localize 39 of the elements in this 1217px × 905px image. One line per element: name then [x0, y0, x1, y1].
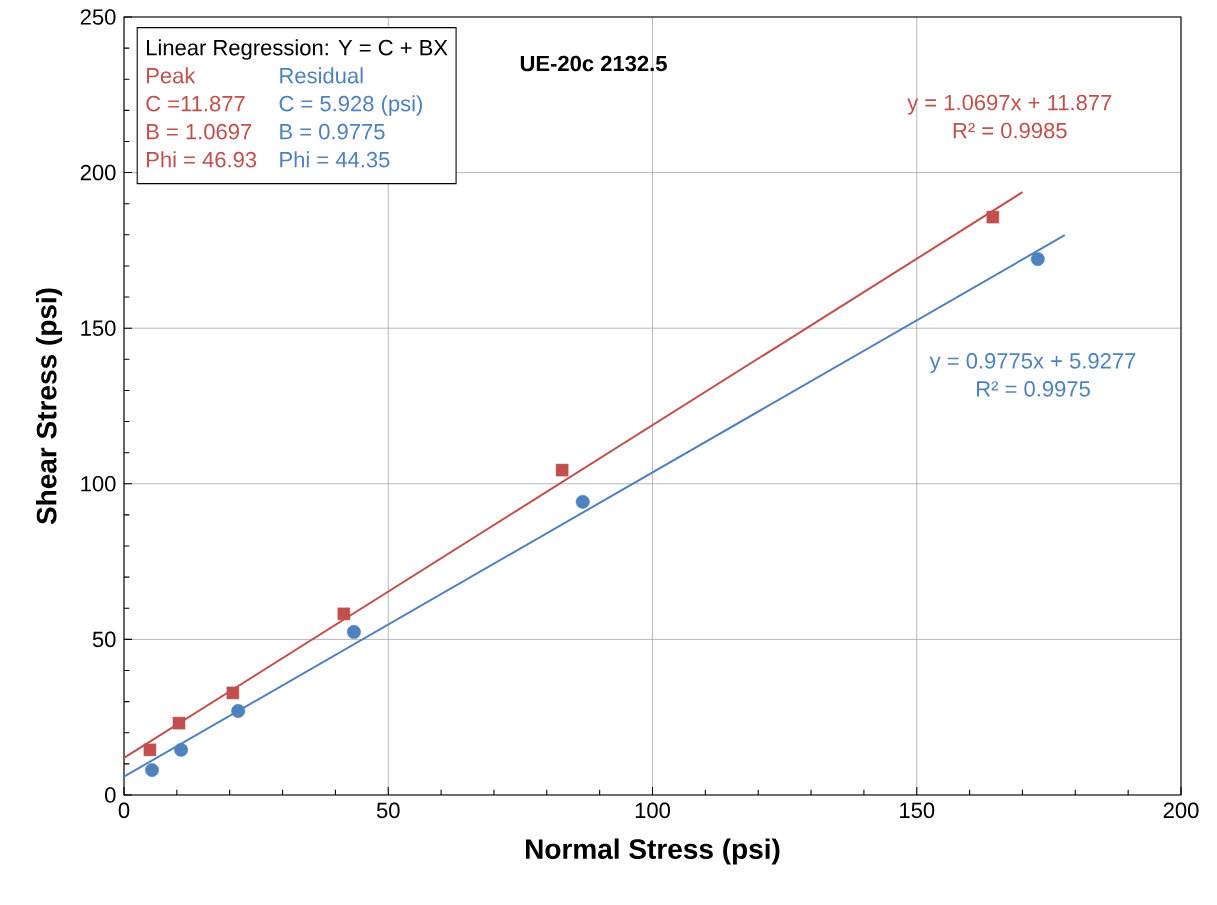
point: [231, 704, 246, 718]
annotation: y = 0.9775x + 5.9277: [929, 353, 1136, 373]
annotation: Peak: [147, 67, 196, 84]
point: [174, 742, 189, 757]
annotation: Residual: [280, 67, 363, 84]
y-tick-label: 250: [80, 9, 116, 25]
annotation: Phi = 46.93: [147, 151, 257, 168]
point: [1030, 252, 1045, 267]
annotation: R² = 0.9985: [953, 122, 1067, 139]
x-tick-label: 150: [900, 802, 935, 819]
y-tick-label: 50: [92, 631, 116, 648]
y-tick-label: 100: [81, 475, 116, 492]
annotation: B = 1.0697: [147, 123, 252, 140]
x-tick-label: 0: [118, 802, 130, 819]
y-tick-label: 0: [105, 787, 116, 803]
point: [145, 763, 159, 778]
annotation: C = 5.928 (psi): [279, 95, 422, 116]
point: [143, 743, 157, 757]
point: [575, 494, 590, 509]
point: [555, 463, 569, 477]
point: [226, 686, 240, 700]
annotation: R² = 0.9975: [977, 381, 1090, 397]
text: UE-20c 2132.5: [520, 55, 667, 72]
point: [337, 607, 351, 621]
annotation: Phi = 44.35: [280, 151, 390, 168]
x-tick-label: 100: [635, 802, 670, 819]
annotation: Linear Regression: Y = C + BX: [147, 39, 448, 60]
y-axis-title: Shear Stress (psi): [36, 288, 63, 525]
annotation: B = 0.9775: [280, 123, 385, 140]
x-axis-title: Normal Stress (psi): [526, 838, 780, 865]
point: [172, 716, 186, 730]
y-tick-label: 200: [80, 164, 116, 181]
point: [346, 624, 361, 639]
x-tick-label: 50: [376, 802, 400, 819]
annotation: y = 1.0697x + 11.877: [907, 94, 1112, 115]
y-tick-label: 150: [81, 320, 116, 336]
x-tick-label: 200: [1163, 802, 1199, 819]
point: [986, 210, 1000, 224]
annotation: C =11.877: [146, 95, 245, 112]
